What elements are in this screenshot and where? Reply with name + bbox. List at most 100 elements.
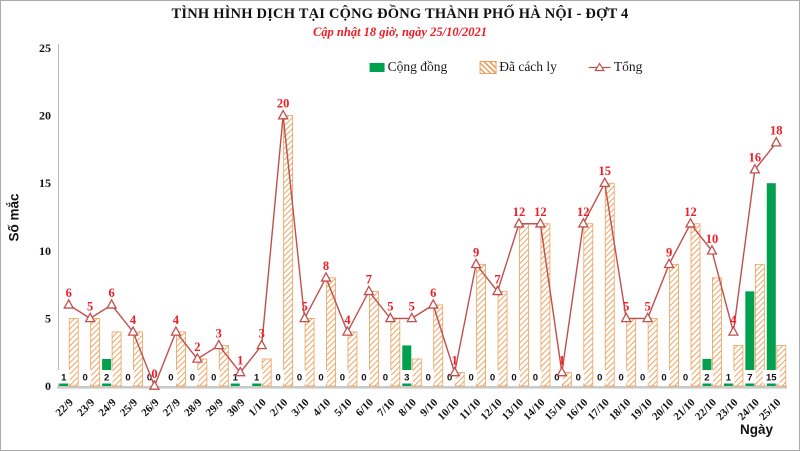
total-label: 4 bbox=[173, 313, 180, 327]
bar-quarantined bbox=[347, 331, 358, 387]
total-marker bbox=[513, 217, 525, 228]
x-axis-title: Ngày bbox=[740, 422, 774, 437]
x-tick-label: 13/10 bbox=[500, 396, 527, 423]
total-label: 16 bbox=[749, 151, 762, 165]
x-tick-label: 29/9 bbox=[204, 396, 227, 419]
community-label: 0 bbox=[490, 373, 495, 384]
y-axis-title: Số mắc bbox=[6, 193, 22, 242]
total-marker bbox=[491, 285, 504, 296]
legend: Cộng đồng Đã cách ly Tổng bbox=[369, 59, 642, 75]
legend-swatch-quarantine bbox=[479, 60, 497, 74]
total-label: 5 bbox=[387, 299, 393, 313]
x-tick-label: 27/9 bbox=[161, 396, 184, 419]
total-label: 5 bbox=[623, 299, 629, 313]
bar-quarantined bbox=[261, 358, 272, 387]
total-label: 5 bbox=[645, 299, 651, 313]
bar-quarantined bbox=[133, 331, 143, 387]
x-tick-label: 19/10 bbox=[629, 396, 656, 423]
community-label-box bbox=[658, 370, 671, 384]
bar-quarantined bbox=[111, 331, 122, 387]
bar-quarantined bbox=[90, 317, 101, 387]
bar-quarantined bbox=[604, 182, 615, 387]
total-marker bbox=[234, 366, 246, 377]
community-label: 0 bbox=[511, 373, 516, 384]
total-label: 12 bbox=[513, 205, 526, 219]
community-label: 0 bbox=[147, 373, 152, 384]
community-label-box bbox=[400, 370, 413, 384]
total-marker bbox=[191, 352, 203, 363]
total-marker bbox=[320, 271, 332, 282]
bar-quarantined bbox=[754, 263, 765, 387]
community-label: 1 bbox=[61, 373, 67, 384]
total-marker bbox=[256, 339, 268, 350]
community-label-box bbox=[357, 370, 370, 384]
community-label: 15 bbox=[766, 373, 777, 384]
community-label: 0 bbox=[168, 373, 173, 384]
bar-community bbox=[402, 345, 412, 386]
total-marker bbox=[213, 339, 225, 350]
y-tick-label: 15 bbox=[39, 176, 51, 190]
y-tick-label: 0 bbox=[45, 379, 51, 393]
bar-quarantined bbox=[304, 317, 315, 387]
bar-quarantined bbox=[497, 290, 508, 387]
community-label: 0 bbox=[683, 373, 688, 384]
legend-item-tong: Tổng bbox=[588, 59, 642, 75]
total-label: 6 bbox=[66, 286, 72, 300]
x-tick-label: 1/10 bbox=[246, 396, 269, 419]
total-label: 10 bbox=[706, 232, 719, 246]
y-tick-label: 25 bbox=[39, 41, 51, 55]
total-label: 1 bbox=[559, 353, 565, 367]
bar-quarantined bbox=[68, 317, 79, 387]
total-marker bbox=[363, 285, 375, 296]
total-marker bbox=[770, 136, 782, 147]
x-tick-label: 7/10 bbox=[375, 396, 398, 419]
community-label-box bbox=[615, 370, 628, 384]
x-tick-label: 2/10 bbox=[268, 396, 291, 419]
bar-quarantined bbox=[411, 358, 422, 387]
bar-quarantined bbox=[626, 317, 637, 387]
community-label-box bbox=[422, 370, 435, 384]
x-tick-label: 22/9 bbox=[54, 396, 77, 419]
community-label: 0 bbox=[383, 373, 388, 384]
community-label-box bbox=[164, 370, 177, 384]
community-label: 0 bbox=[125, 373, 130, 384]
x-tick-label: 24/10 bbox=[736, 396, 763, 423]
x-tick-label: 11/10 bbox=[457, 396, 483, 422]
total-marker bbox=[727, 325, 739, 336]
bar-quarantined bbox=[519, 223, 529, 387]
total-label: 12 bbox=[684, 205, 697, 219]
community-label: 0 bbox=[533, 373, 538, 384]
community-label: 0 bbox=[211, 373, 216, 384]
bar-quarantined bbox=[433, 304, 444, 387]
total-marker bbox=[277, 109, 289, 120]
community-label-box bbox=[122, 370, 135, 384]
total-label: 6 bbox=[108, 286, 114, 300]
community-label: 0 bbox=[426, 373, 431, 384]
total-marker bbox=[170, 325, 182, 336]
community-label-box bbox=[486, 370, 499, 384]
total-marker bbox=[706, 244, 718, 255]
community-label: 7 bbox=[747, 373, 752, 384]
x-tick-label: 23/9 bbox=[75, 396, 98, 419]
community-label-box bbox=[679, 370, 692, 384]
x-tick-label: 26/9 bbox=[139, 396, 162, 419]
bar-quarantined bbox=[390, 317, 401, 387]
total-marker bbox=[449, 366, 461, 377]
total-label: 4 bbox=[730, 313, 737, 327]
x-tick-label: 3/10 bbox=[289, 396, 312, 419]
x-tick-label: 16/10 bbox=[564, 396, 591, 423]
legend-swatch-total-line bbox=[588, 62, 611, 72]
community-label-box bbox=[207, 370, 220, 384]
bar-community bbox=[766, 183, 776, 386]
y-tick-label: 5 bbox=[45, 311, 51, 325]
bar-community bbox=[745, 291, 755, 386]
total-label: 7 bbox=[366, 272, 372, 286]
total-label: 12 bbox=[577, 205, 590, 219]
total-label: 4 bbox=[130, 313, 137, 327]
community-label: 0 bbox=[190, 373, 195, 384]
x-tick-label: 28/9 bbox=[182, 396, 205, 419]
x-tick-label: 6/10 bbox=[354, 396, 377, 419]
total-label: 6 bbox=[430, 286, 436, 300]
bar-quarantined bbox=[176, 331, 186, 387]
total-label: 5 bbox=[409, 299, 415, 313]
